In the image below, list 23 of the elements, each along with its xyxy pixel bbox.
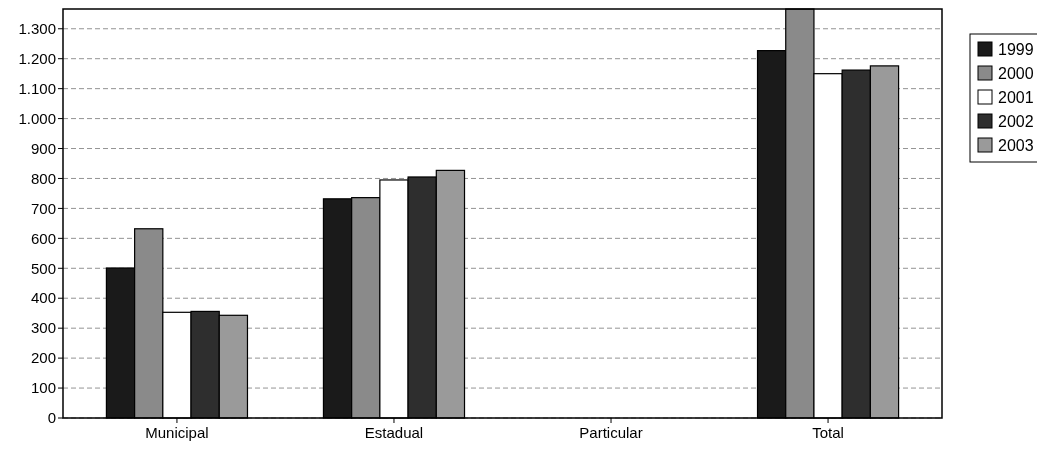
y-tick-label: 800: [30, 169, 56, 187]
legend-label: 2002: [998, 112, 1034, 130]
y-tick-label: 400: [30, 289, 56, 307]
legend-label: 2001: [998, 88, 1034, 106]
legend-label: 2003: [998, 136, 1034, 154]
y-tick-label: 1.200: [18, 49, 56, 67]
y-tick-label: 0: [47, 409, 56, 427]
y-tick-label: 1.300: [18, 20, 56, 38]
y-tick-label: 100: [30, 379, 56, 397]
x-tick-label: Estadual: [364, 424, 424, 441]
y-tick-label: 700: [30, 199, 56, 217]
y-tick-label: 300: [30, 319, 56, 337]
y-tick-label: 1.000: [18, 109, 56, 127]
y-tick-label: 500: [30, 259, 56, 277]
legend-label: 1999: [998, 40, 1034, 58]
x-tick-label: Municipal: [145, 424, 209, 441]
y-tick-label: 900: [30, 139, 56, 157]
x-tick-label: Particular: [579, 424, 643, 441]
y-tick-label: 1.100: [18, 79, 56, 97]
x-tick-label: Total: [812, 424, 844, 441]
legend-label: 2000: [998, 64, 1034, 82]
y-tick-label: 600: [30, 229, 56, 247]
y-tick-label: 200: [30, 349, 56, 367]
